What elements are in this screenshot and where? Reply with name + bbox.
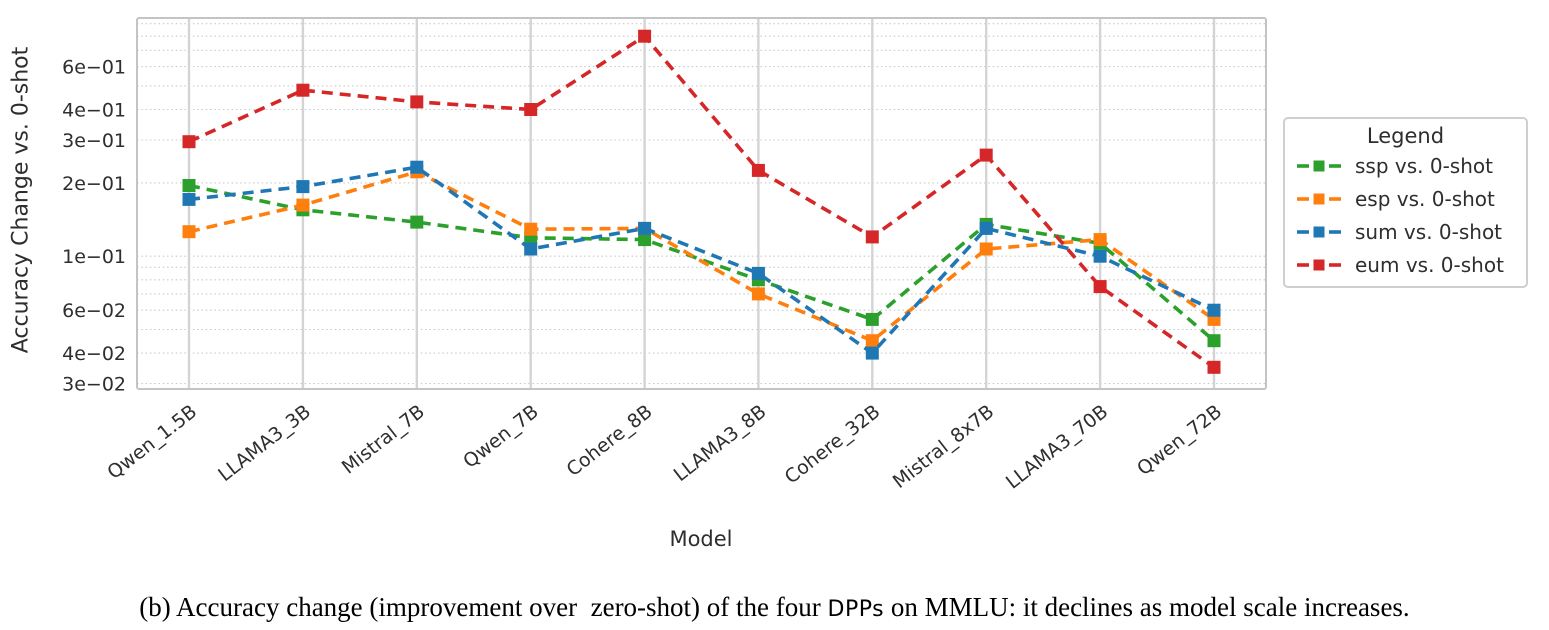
data-point-marker: [410, 215, 424, 229]
caption-acronym: DPPs: [827, 597, 885, 622]
series-line: [188, 165, 1215, 356]
x-axis-title: Model: [669, 527, 733, 551]
data-point-marker: [524, 103, 538, 116]
legend-marker-icon: [1297, 259, 1341, 270]
data-point-marker: [865, 346, 879, 360]
x-tick-label: LLAMA3_8B: [670, 401, 771, 487]
data-point-marker: [296, 198, 310, 212]
x-tick-label: Mistral_7B: [338, 401, 429, 479]
y-axis-title: Accuracy Change vs. 0-shot: [8, 46, 34, 354]
y-tick-label: 6e−01: [62, 57, 126, 79]
data-point-marker: [296, 180, 310, 194]
data-point-marker: [751, 163, 765, 177]
data-point-marker: [182, 135, 196, 149]
legend-item: eum vs. 0-shot: [1285, 248, 1526, 281]
plot-border: [136, 17, 1267, 390]
legend-item-label: ssp vs. 0-shot: [1355, 153, 1493, 178]
legend-item: sum vs. 0-shot: [1285, 215, 1526, 248]
data-point-marker: [410, 160, 424, 174]
data-point-marker: [182, 179, 196, 192]
y-tick-label: 6e−02: [62, 300, 126, 322]
data-point-marker: [524, 222, 538, 236]
x-tick-label: Qwen_7B: [459, 401, 543, 473]
data-point-marker: [1207, 334, 1221, 348]
series-line: [188, 169, 1216, 343]
data-point-marker: [979, 242, 993, 256]
x-tick-label: Qwen_1.5B: [103, 401, 201, 484]
legend-item-label: esp vs. 0-shot: [1355, 186, 1495, 211]
chart-canvas: 6e−01 4e−01 3e−01 2e−01 1e−01 6e−02 4e−02 3e−02…: [62, 17, 1267, 494]
figure-caption: (b) Accuracy change (improvement over ze…: [0, 592, 1549, 623]
legend-item: esp vs. 0-shot: [1285, 182, 1526, 215]
legend-items: ssp vs. 0-shot esp vs. 0-shot sum vs. 0-sh…: [1285, 149, 1526, 281]
data-point-marker: [1207, 303, 1221, 317]
legend-item-label: sum vs. 0-shot: [1355, 219, 1503, 244]
legend-item: ssp vs. 0-shot: [1285, 149, 1526, 182]
data-point-marker: [638, 221, 652, 235]
y-tick-label: 3e−01: [62, 130, 126, 152]
data-point-marker: [410, 95, 424, 109]
data-point-marker: [1093, 249, 1107, 263]
data-point-marker: [638, 29, 652, 43]
data-point-marker: [296, 83, 310, 97]
y-tick-label: 1e−01: [62, 246, 126, 268]
x-tick-label: Cohere_32B: [781, 401, 885, 489]
x-tick-label: Mistral_8x7B: [889, 401, 998, 493]
data-point-marker: [1093, 233, 1107, 247]
caption-suffix: on MMLU: it declines as model scale incr…: [884, 592, 1410, 622]
y-tick-label: 4e−01: [62, 100, 126, 122]
legend-marker-icon: [1297, 193, 1341, 204]
legend-marker-icon: [1297, 226, 1341, 237]
data-point-marker: [1093, 280, 1107, 294]
y-tick-label: 2e−01: [62, 173, 126, 195]
y-tick-label: 4e−02: [62, 343, 126, 365]
data-point-marker: [1207, 360, 1221, 374]
legend-title: Legend: [1366, 124, 1445, 148]
series-line: [188, 183, 1216, 343]
x-tick-label: LLAMA3_3B: [214, 401, 315, 487]
chart-area: 6e−01 4e−01 3e−01 2e−01 1e−01 6e−02 4e−02 3e−02…: [8, 17, 1528, 551]
data-point-marker: [979, 148, 993, 162]
legend: Legend ssp vs. 0-shot esp vs. 0-shot sum v…: [1283, 117, 1528, 288]
legend-marker-icon: [1297, 160, 1341, 171]
data-point-marker: [638, 233, 652, 247]
caption-prefix: (b) Accuracy change (improvement over ze…: [139, 592, 828, 622]
data-point-marker: [865, 334, 879, 348]
series-line: [188, 33, 1216, 369]
data-point-marker: [182, 225, 196, 239]
data-point-marker: [865, 312, 879, 326]
data-point-marker: [182, 192, 196, 206]
data-point-marker: [865, 230, 879, 244]
data-point-marker: [524, 242, 538, 256]
x-tick-label: LLAMA3_70B: [1002, 401, 1112, 494]
data-point-marker: [751, 287, 765, 301]
x-tick-label: Qwen_72B: [1133, 401, 1226, 480]
y-tick-label: 3e−02: [62, 374, 126, 396]
x-tick-label: Cohere_8B: [562, 401, 656, 481]
data-point-marker: [751, 266, 765, 280]
legend-item-label: eum vs. 0-shot: [1355, 252, 1504, 277]
data-point-marker: [979, 221, 993, 235]
